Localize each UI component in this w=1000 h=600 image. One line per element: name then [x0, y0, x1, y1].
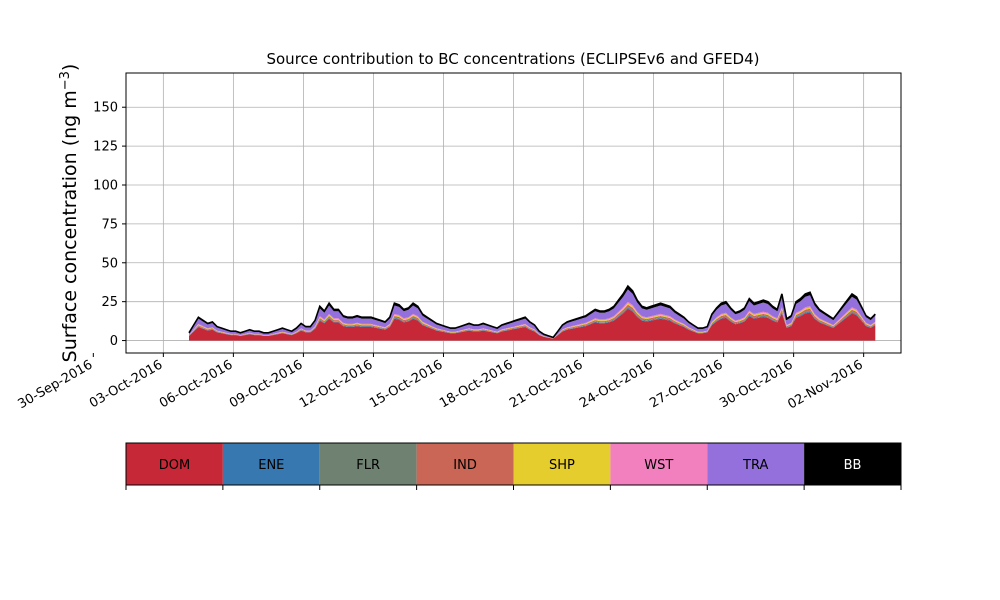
- x-tick-label: 03-Oct-2016: [87, 357, 165, 411]
- area-dom: [189, 308, 876, 341]
- y-axis-label-text: Surface concentration (ng m: [59, 90, 81, 362]
- legend-swatch-bb: [804, 443, 901, 485]
- legend-label-ene: ENE: [258, 458, 284, 473]
- y-tick-label: 100: [93, 179, 118, 194]
- legend-label-dom: DOM: [159, 458, 190, 473]
- x-tick-label: 27-Oct-2016: [647, 357, 725, 411]
- x-tick-label: 06-Oct-2016: [157, 357, 235, 411]
- y-tick-label: 125: [93, 140, 118, 155]
- area-tra: [189, 289, 876, 339]
- legend-label-wst: WST: [644, 458, 673, 473]
- legend-swatch-shp: [513, 443, 611, 485]
- area-wst: [189, 301, 876, 339]
- y-axis-label: Surface concentration (ng m−3): [58, 64, 82, 363]
- x-tick-label: 15-Oct-2016: [367, 357, 445, 411]
- stacked-areas: [188, 284, 876, 341]
- x-tick-label: 30-Oct-2016: [717, 357, 795, 411]
- x-tick-label: 21-Oct-2016: [507, 357, 585, 411]
- legend-swatch-ene: [222, 443, 320, 485]
- legend-label-bb: BB: [844, 458, 862, 473]
- chart-title: Source contribution to BC concentrations…: [266, 50, 759, 68]
- area-flr: [189, 306, 876, 339]
- y-axis-ticks: 0 25 50 75 100 125 150: [93, 101, 126, 349]
- y-tick-label: 75: [101, 217, 118, 232]
- x-tick-label: 12-Oct-2016: [297, 357, 375, 411]
- area-ind: [189, 304, 876, 339]
- x-tick-label: 18-Oct-2016: [437, 357, 515, 411]
- y-tick-label: 150: [93, 101, 118, 116]
- legend-label-ind: IND: [453, 458, 477, 473]
- legend-label-shp: SHP: [549, 458, 575, 473]
- x-tick-label: 02-Nov-2016: [785, 357, 865, 412]
- x-axis-ticks: 30-Sep-201603-Oct-201606-Oct-201609-Oct-…: [15, 353, 866, 412]
- legend: DOM ENE FLR IND SHP WST TRA BB: [125, 442, 902, 490]
- legend-label-tra: TRA: [742, 458, 768, 473]
- y-tick-label: 25: [101, 295, 118, 310]
- legend-swatch-ind: [416, 443, 514, 485]
- total-line: [188, 284, 876, 339]
- y-axis-label-superscript: −3: [58, 71, 73, 90]
- area-shp: [189, 303, 876, 339]
- x-tick-label: 24-Oct-2016: [577, 357, 655, 411]
- legend-label-flr: FLR: [356, 458, 380, 473]
- legend-swatch-wst: [610, 443, 708, 485]
- x-tick-label: 09-Oct-2016: [227, 357, 305, 411]
- x-tick-label: 30-Sep-2016: [15, 357, 95, 412]
- legend-swatch-flr: [319, 443, 417, 485]
- y-tick-label: 0: [110, 334, 118, 349]
- legend-swatch-tra: [707, 443, 805, 485]
- legend-swatch-dom: [126, 443, 223, 485]
- area-ene: [189, 307, 876, 339]
- y-axis-label-close: ): [59, 64, 81, 71]
- y-tick-label: 50: [101, 256, 118, 271]
